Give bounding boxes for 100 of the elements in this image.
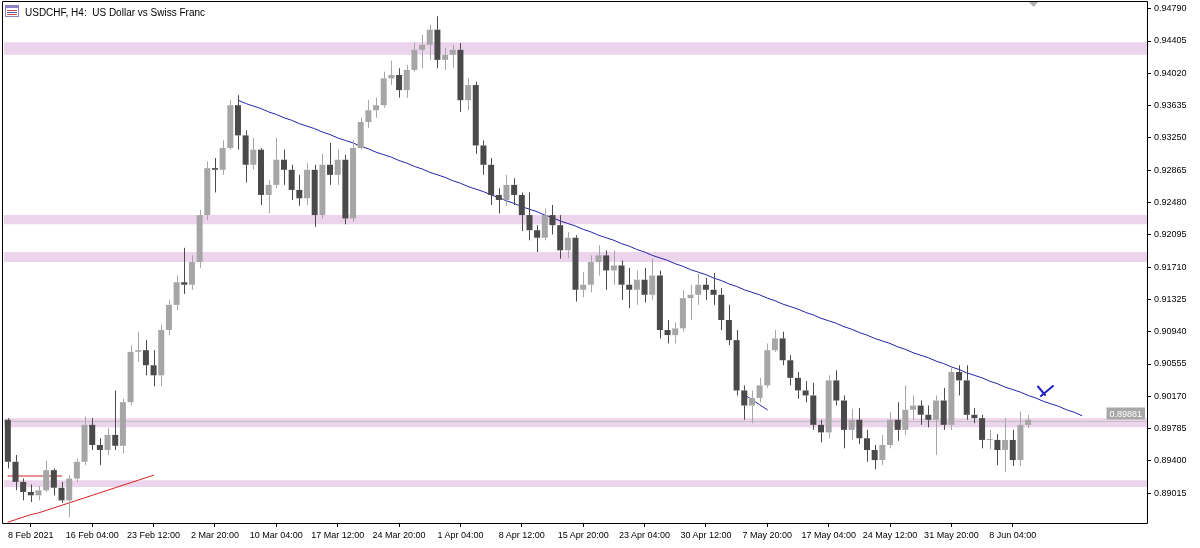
candlestick [587, 254, 594, 293]
candlestick [933, 394, 940, 456]
x-tick-label: 31 May 20:00 [924, 529, 979, 540]
candlestick [771, 329, 778, 353]
candlestick [817, 419, 824, 443]
candlestick [902, 384, 909, 436]
candlestick [304, 162, 311, 206]
candlestick [250, 137, 257, 171]
candlestick [917, 400, 924, 426]
candlestick [357, 117, 364, 151]
candlestick [526, 191, 533, 241]
candlestick [511, 177, 518, 206]
candlestick [319, 153, 326, 219]
candlestick [211, 157, 218, 193]
y-tick-label: 0.90170 [1154, 390, 1187, 401]
x-tick-label: 2 Mar 20:00 [190, 529, 239, 540]
candlestick [710, 272, 717, 306]
candlestick [787, 354, 794, 386]
candlestick [281, 149, 287, 186]
candlestick [910, 394, 917, 421]
candlestick [380, 71, 387, 109]
x-tick-label: 17 May 04:00 [801, 529, 856, 540]
candlestick [702, 277, 709, 301]
candlestick [963, 364, 970, 421]
candlestick [373, 97, 380, 119]
candlestick [234, 94, 241, 151]
candlestick [603, 249, 610, 291]
y-tick-label: 0.92095 [1154, 229, 1187, 240]
candlestick [257, 147, 264, 206]
candlestick [748, 389, 755, 424]
y-tick-label: 0.92480 [1154, 197, 1187, 207]
candlestick [188, 254, 195, 291]
candlestick [426, 24, 433, 61]
candlestick [20, 478, 27, 501]
candlestick [840, 394, 847, 449]
candlestick [181, 247, 188, 295]
candlestick [1025, 414, 1032, 429]
candlestick [741, 384, 748, 421]
candlestick [66, 474, 73, 518]
y-tick-label: 0.90555 [1154, 358, 1187, 369]
candlestick [204, 160, 211, 221]
candlestick [940, 387, 947, 431]
candlestick [856, 407, 863, 445]
x-tick-label: 23 Feb 12:00 [127, 529, 181, 540]
candlestick [342, 154, 349, 225]
candlestick [50, 467, 57, 496]
y-tick-label: 0.92865 [1154, 164, 1187, 175]
candlestick [242, 129, 249, 183]
candlestick [4, 417, 11, 469]
x-tick-label: 7 May 20:00 [742, 529, 793, 540]
candlestick [725, 304, 732, 346]
candlestick [1002, 417, 1009, 473]
candlestick [403, 64, 410, 99]
candlestick [35, 485, 42, 501]
candlestick [679, 289, 686, 333]
candlestick [27, 483, 34, 503]
x-tick-label: 24 Mar 20:00 [372, 529, 426, 540]
candlestick [150, 349, 157, 387]
x-tick-label: 8 Jun 04:00 [989, 529, 1037, 540]
candlestick [457, 42, 464, 113]
candlestick [664, 319, 671, 344]
candlestick [672, 321, 679, 344]
candlestick [1017, 410, 1024, 467]
candlestick [273, 137, 280, 189]
candlestick [119, 398, 126, 454]
candlestick [802, 380, 809, 403]
candlestick [327, 142, 334, 186]
candlestick [411, 41, 418, 73]
candlestick [311, 164, 318, 228]
candlestick [925, 405, 932, 428]
candlestick [879, 434, 886, 466]
candlestick [641, 267, 648, 303]
candlestick [219, 139, 226, 176]
candlestick [165, 299, 172, 336]
candlestick [656, 269, 663, 339]
candlestick [43, 460, 50, 493]
candlestick [871, 444, 878, 470]
candlestick [12, 454, 19, 491]
x-tick-label: 30 Apr 12:00 [680, 529, 732, 540]
candlestick [104, 427, 111, 456]
candlestick [557, 214, 564, 260]
y-tick-label: 0.93250 [1154, 132, 1187, 143]
y-tick-label: 0.89400 [1154, 455, 1187, 466]
text: USDCHF, H4: US Dollar vs Swiss Franc [25, 7, 206, 18]
candlestick [894, 401, 901, 442]
y-tick-label: 0.94790 [1154, 3, 1187, 14]
candlestick [288, 164, 295, 201]
x-tick-label: 10 Mar 04:00 [249, 529, 303, 540]
candlestick [994, 433, 1001, 466]
candlestick [518, 191, 525, 232]
candlestick [81, 415, 88, 466]
candlestick [572, 234, 579, 303]
candlestick [534, 224, 541, 253]
candlestick [887, 411, 894, 449]
candlestick [848, 408, 855, 441]
x-tick-label: 8 Feb 2021 [8, 529, 54, 540]
candlestick [794, 371, 801, 400]
candlestick [718, 287, 725, 331]
candlestick [610, 249, 617, 286]
candlestick [695, 273, 702, 306]
